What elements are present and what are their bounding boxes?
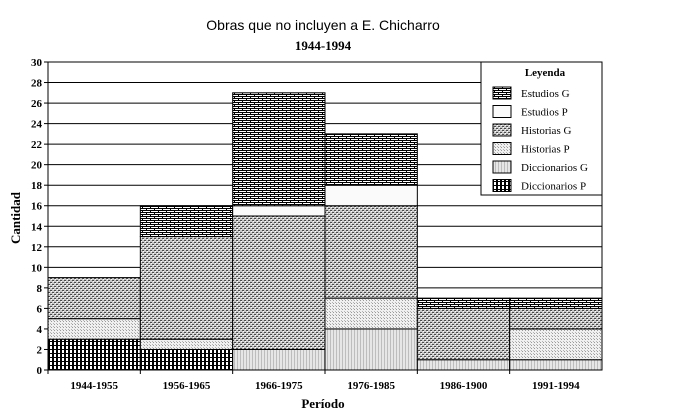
y-tick-label: 2 xyxy=(37,344,43,356)
x-tick-label: 1966-1975 xyxy=(255,380,303,392)
bar-segment xyxy=(324,133,418,186)
bar-segment xyxy=(324,297,418,330)
x-tick-label: 1986-1900 xyxy=(440,380,488,392)
x-tick-labels: 1944-1955 1956-1965 1966-1975 1976-1985 1986… xyxy=(47,370,580,392)
bar-segment xyxy=(416,359,511,371)
chart-subtitle: 1944-1994 xyxy=(295,38,352,53)
chart-title: Obras que no incluyen a E. Chicharro xyxy=(206,17,440,33)
bar-segment xyxy=(47,277,141,320)
legend: Leyenda Estudios G Estudios P Historias G H… xyxy=(480,61,603,196)
legend-swatch xyxy=(492,105,512,118)
x-tick-label: 1976-1985 xyxy=(347,380,395,392)
y-tick-label: 4 xyxy=(37,324,43,336)
bar-segment xyxy=(232,348,326,371)
legend-label: Historias P xyxy=(521,144,570,156)
bar-segment xyxy=(232,215,326,350)
y-tick-label: 28 xyxy=(31,78,43,90)
bar-segment xyxy=(232,92,326,207)
y-axis-label: Cantidad xyxy=(8,191,23,244)
y-tick-label: 20 xyxy=(31,160,43,172)
y-tick-label: 12 xyxy=(31,242,43,254)
y-tick-label: 10 xyxy=(31,262,43,274)
x-tick-label: 1991-1994 xyxy=(532,380,580,392)
bar-segment xyxy=(509,359,603,371)
bar-segment xyxy=(416,297,511,309)
y-tick-label: 30 xyxy=(31,57,43,69)
bar-segment xyxy=(324,184,418,207)
y-tick-label: 16 xyxy=(31,201,43,213)
legend-swatch xyxy=(492,86,512,100)
bar-segment xyxy=(324,205,418,299)
legend-label: Estudios P xyxy=(521,107,568,119)
bar-segment xyxy=(509,307,603,330)
bars xyxy=(47,92,603,371)
x-tick-label: 1956-1965 xyxy=(163,380,211,392)
bar-segment xyxy=(232,205,326,217)
bar-segment xyxy=(139,338,234,350)
bar-segment xyxy=(47,338,141,371)
x-tick-label: 1944-1955 xyxy=(70,380,118,392)
legend-label: Diccionarios G xyxy=(521,162,588,174)
legend-title: Leyenda xyxy=(525,67,566,79)
bar-segment xyxy=(416,307,511,361)
bar-segment xyxy=(139,236,234,340)
bar-segment xyxy=(509,297,603,309)
y-tick-label: 14 xyxy=(31,221,43,233)
legend-label: Estudios G xyxy=(521,88,570,100)
y-tick-label: 18 xyxy=(31,180,43,192)
plot-frame xyxy=(47,61,603,371)
legend-swatch xyxy=(492,160,512,174)
bar-segment xyxy=(509,328,603,361)
legend-label: Historias G xyxy=(521,125,571,137)
legend-label: Diccionarios P xyxy=(521,181,586,193)
y-tick-label: 0 xyxy=(37,365,43,377)
x-axis-label: Período xyxy=(301,396,344,411)
y-tick-label: 26 xyxy=(31,98,43,110)
bar-segment xyxy=(47,318,141,340)
y-tick-label: 6 xyxy=(37,303,43,315)
y-tick-label: 22 xyxy=(31,139,43,151)
bar-segment xyxy=(139,348,234,371)
y-tick-label: 8 xyxy=(37,283,43,295)
legend-swatch xyxy=(492,179,512,192)
legend-swatch xyxy=(492,142,512,155)
bar-segment xyxy=(139,205,234,238)
bar-segment xyxy=(324,328,418,371)
legend-swatch xyxy=(492,123,512,137)
y-tick-label: 24 xyxy=(31,119,43,131)
